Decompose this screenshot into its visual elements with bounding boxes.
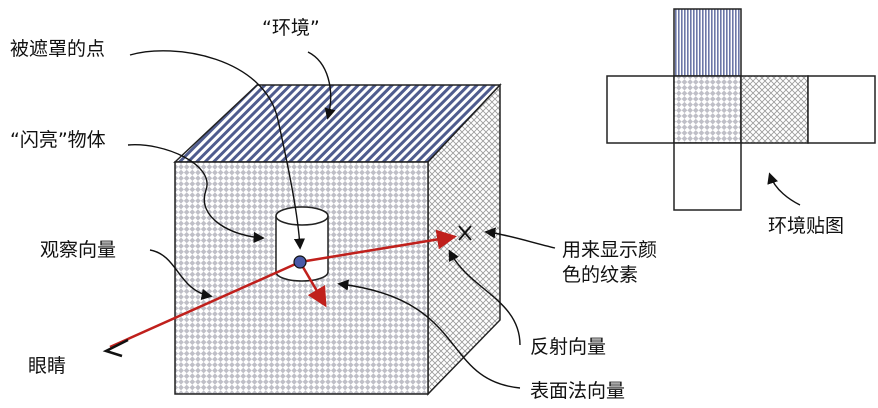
leader-environment [307, 51, 336, 120]
map-face-right [740, 75, 809, 144]
label-surface-normal: 表面法向量 [530, 380, 625, 402]
label-occluded-point: 被遮罩的点 [10, 38, 105, 60]
texel-x-mark [458, 225, 472, 241]
map-face-left [606, 75, 675, 144]
label-environment-map: 环境贴图 [768, 215, 844, 237]
label-texel-line1: 用来显示颜 [562, 239, 657, 261]
leader-texel [484, 227, 556, 249]
label-view-vector: 观察向量 [40, 239, 116, 261]
label-texel-line2: 色的纹素 [562, 264, 638, 286]
leader-lines [127, 50, 801, 389]
label-environment: “环境” [262, 17, 320, 39]
label-shiny-object: “闪亮”物体 [10, 129, 106, 151]
map-face-front [673, 75, 742, 144]
leader-shiny-object [127, 144, 265, 244]
environment-map-net [606, 8, 876, 211]
map-face-back [807, 75, 876, 144]
reflection-point [293, 255, 307, 269]
view-vector-line [109, 260, 301, 349]
environment-cube [173, 83, 502, 396]
label-reflection-vector: 反射向量 [530, 336, 606, 358]
reflection-vector-line [299, 229, 457, 264]
leader-environment-map [767, 172, 801, 206]
surface-normal-vector-line [298, 261, 327, 308]
leader-view-vector [149, 249, 213, 300]
leader-occluded-point [129, 50, 306, 250]
label-eye: 眼睛 [28, 355, 66, 377]
eye-arrowhead [102, 338, 129, 358]
map-face-bottom [673, 142, 742, 211]
leader-surface-normal [337, 279, 521, 389]
map-face-top [673, 8, 742, 77]
leader-reflection [448, 249, 521, 346]
